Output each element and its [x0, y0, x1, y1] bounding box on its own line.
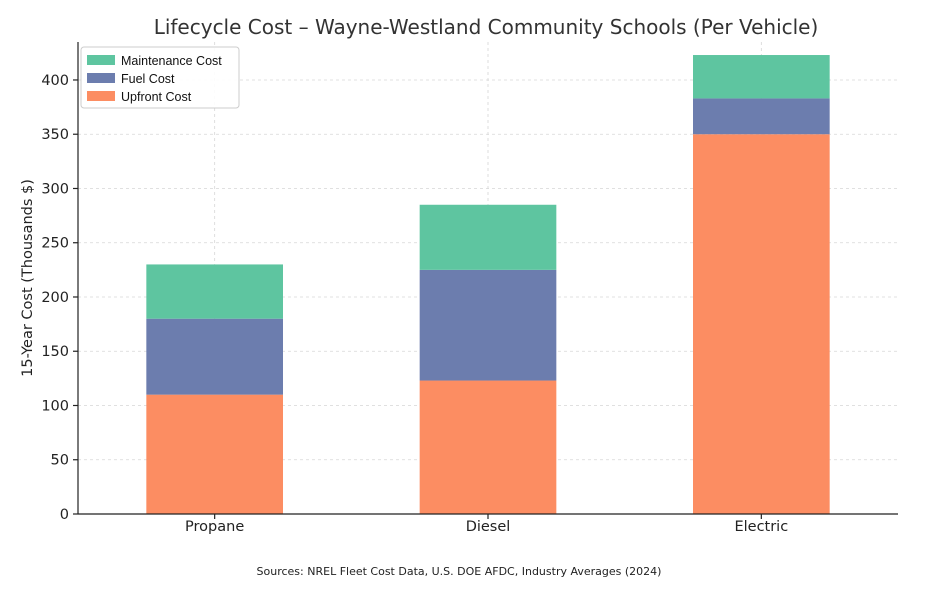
- y-tick-label: 350: [41, 127, 69, 143]
- chart-title: Lifecycle Cost – Wayne-Westland Communit…: [154, 15, 819, 39]
- y-axis-label: 15-Year Cost (Thousands $): [20, 179, 36, 377]
- bar-propane-upfront-cost: [146, 394, 283, 514]
- x-tick-label-electric: Electric: [734, 519, 788, 535]
- x-tick-label-propane: Propane: [185, 519, 244, 535]
- legend-swatch-fuel-cost: [87, 73, 115, 83]
- bar-electric-fuel-cost: [693, 98, 830, 135]
- bar-electric-maintenance-cost: [693, 55, 830, 99]
- bar-electric-upfront-cost: [693, 134, 830, 514]
- y-tick-label: 400: [41, 73, 69, 89]
- legend-label-maintenance-cost: Maintenance Cost: [121, 54, 222, 68]
- source-note: Sources: NREL Fleet Cost Data, U.S. DOE …: [257, 565, 662, 578]
- y-tick-label: 50: [51, 453, 69, 469]
- legend-label-fuel-cost: Fuel Cost: [121, 72, 175, 86]
- legend-swatch-upfront-cost: [87, 91, 115, 101]
- y-tick-label: 0: [60, 507, 69, 523]
- y-tick-label: 300: [41, 181, 69, 197]
- bars: [146, 55, 830, 514]
- bar-diesel-upfront-cost: [419, 380, 557, 514]
- legend-label-upfront-cost: Upfront Cost: [121, 90, 192, 104]
- legend: Maintenance Cost Fuel Cost Upfront Cost: [80, 46, 240, 109]
- y-tick-label: 250: [41, 236, 69, 252]
- y-tick-label: 100: [41, 398, 69, 414]
- y-tick-label: 150: [41, 344, 69, 360]
- y-tick-label: 200: [41, 290, 69, 306]
- bar-propane-fuel-cost: [146, 318, 283, 395]
- bar-propane-maintenance-cost: [146, 264, 283, 319]
- x-tick-label-diesel: Diesel: [466, 519, 511, 535]
- bar-diesel-maintenance-cost: [419, 204, 557, 270]
- axes: 0 50 100 150 200 250 300 350 400 Propane Diesel Ele…: [41, 42, 898, 535]
- legend-box: [80, 46, 240, 109]
- legend-swatch-maintenance-cost: [87, 55, 115, 65]
- bar-diesel-fuel-cost: [419, 269, 557, 381]
